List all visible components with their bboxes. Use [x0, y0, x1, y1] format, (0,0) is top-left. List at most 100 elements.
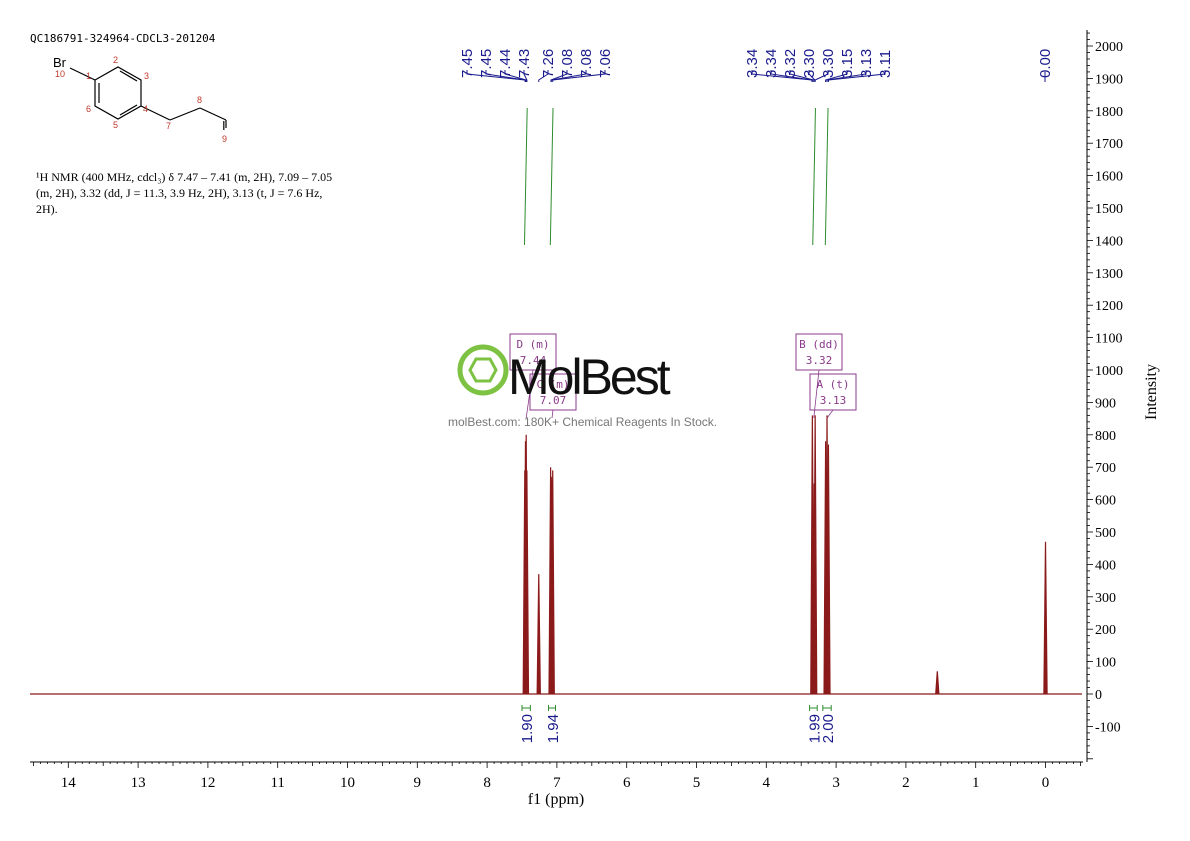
- molbest-logo-icon: [457, 344, 509, 396]
- x-tick-label: 4: [763, 775, 771, 791]
- peak-label: 3.32: [782, 49, 799, 78]
- peak-label: 3.15: [839, 49, 856, 78]
- nmr-description-line: ¹H NMR (400 MHz, cdcl₃) δ 7.47 – 7.41 (m…: [36, 170, 332, 184]
- peak-label: 3.11: [877, 50, 894, 78]
- y-tick-label: 1500: [1095, 202, 1123, 217]
- atom-number: 6: [86, 104, 91, 114]
- x-tick-label: 14: [61, 775, 77, 791]
- y-tick-label: 700: [1095, 461, 1116, 476]
- x-tick-label: 1: [972, 775, 980, 791]
- x-tick-label: 12: [200, 775, 215, 791]
- atom-br: Br: [53, 55, 67, 70]
- x-tick-label: 0: [1042, 775, 1050, 791]
- atom-i: I: [222, 118, 226, 133]
- y-tick-label: 1100: [1095, 332, 1122, 347]
- atom-number: 4: [143, 104, 148, 114]
- x-tick-label: 6: [623, 775, 631, 791]
- multiplet-label: A (t): [816, 378, 849, 391]
- y-tick-label: 1800: [1095, 105, 1123, 120]
- integral-value: 2.00: [820, 714, 837, 743]
- y-tick-label: 600: [1095, 494, 1116, 509]
- spectrum-peak: [550, 470, 555, 695]
- atom-number: 9: [222, 134, 227, 144]
- atom-number: 10: [55, 69, 65, 79]
- atom-number: 5: [113, 120, 118, 130]
- integral-curve: [523, 107, 528, 246]
- x-axis-title: f1 (ppm): [528, 791, 584, 808]
- peak-leader-line: [825, 70, 848, 82]
- multiplet-connector: [551, 409, 554, 419]
- multiplet-connector: [826, 409, 834, 419]
- y-tick-label: 0: [1095, 688, 1102, 703]
- y-tick-label: 800: [1095, 429, 1116, 444]
- y-tick-label: 900: [1095, 396, 1116, 411]
- peak-label: 7.45: [478, 49, 495, 78]
- multiplet-value: 7.07: [540, 394, 567, 407]
- x-tick-label: 9: [414, 775, 422, 791]
- peak-label: 7.45: [459, 49, 476, 78]
- spectrum-peak: [812, 415, 818, 695]
- peak-leader-line: [826, 70, 867, 82]
- nmr-description-line: (m, 2H), 3.32 (dd, J = 11.3, 3.9 Hz, 2H)…: [36, 186, 322, 200]
- peak-leader-line: [552, 70, 606, 82]
- atom-number: 2: [113, 55, 118, 65]
- peak-label: 7.44: [497, 49, 514, 78]
- multiplet-boxes: D (m) 7.44 C (m) 7.07 B (dd) 3.32 A (t) 3.13: [509, 333, 857, 419]
- atom-number: 1: [86, 71, 91, 81]
- integral-curve: [549, 107, 554, 246]
- integral-value: 1.90: [519, 714, 536, 743]
- x-tick-label: 2: [902, 775, 910, 791]
- y-tick-label: 1600: [1095, 170, 1123, 185]
- y-tick-label: 1400: [1095, 234, 1123, 249]
- peak-label: 0.00: [1037, 49, 1054, 78]
- multiplet-label: B (dd): [799, 338, 839, 351]
- y-tick-label: 200: [1095, 623, 1116, 638]
- integral-curve: [812, 107, 816, 246]
- spectrum-peak: [826, 444, 831, 695]
- peak-leader-line: [538, 70, 549, 82]
- spectrum-peak: [1043, 541, 1048, 695]
- integral-curve: [824, 107, 829, 246]
- watermark-tagline: molBest.com: 180K+ Chemical Reagents In …: [448, 415, 717, 429]
- multiplet-value: 3.13: [820, 394, 847, 407]
- atom-number: 7: [166, 121, 171, 131]
- y-tick-label: -100: [1095, 720, 1121, 735]
- peak-leader-line: [550, 70, 587, 82]
- peak-label: 3.34: [744, 49, 761, 78]
- peak-leader-line: [485, 70, 526, 82]
- y-axis: 2000190018001700160015001400130012001100…: [1086, 30, 1123, 762]
- peak-label: 7.08: [578, 49, 595, 78]
- peak-leader-line: [504, 70, 527, 82]
- y-axis-title: Intensity: [1143, 364, 1160, 420]
- integral-value: 1.94: [545, 714, 562, 743]
- watermark-brand: MolBest: [508, 349, 671, 405]
- y-tick-label: 1300: [1095, 267, 1123, 282]
- x-tick-label: 8: [483, 775, 491, 791]
- multiplet-value: 7.44: [520, 354, 547, 367]
- watermark: MolBest molBest.com: 180K+ Chemical Reag…: [448, 344, 717, 429]
- atom-number: 3: [144, 71, 149, 81]
- peak-label: 7.26: [540, 49, 557, 78]
- peak-labels: 7.45 7.45 7.44 7.43 7.26 7.08 7.08 7.06 3.34 3.34…: [459, 49, 1054, 82]
- atom-number: 8: [197, 95, 202, 105]
- spectrum-peak: [524, 470, 530, 695]
- nmr-description-line: 2H).: [36, 202, 58, 216]
- y-tick-label: 1900: [1095, 72, 1123, 87]
- y-tick-label: 500: [1095, 526, 1116, 541]
- peak-leader-line: [814, 70, 829, 82]
- y-tick-label: 400: [1095, 558, 1116, 573]
- multiplet-label: D (m): [516, 338, 549, 351]
- x-tick-label: 3: [832, 775, 840, 791]
- peak-label: 3.13: [858, 49, 875, 78]
- spectrum-peak: [536, 574, 541, 695]
- x-tick-label: 13: [131, 775, 146, 791]
- peak-label: 7.43: [516, 49, 533, 78]
- sample-id: QC186791-324964-CDCL3-201204: [30, 32, 216, 45]
- peak-label: 3.34: [763, 49, 780, 78]
- integral-curves: [523, 107, 829, 246]
- y-tick-label: 1000: [1095, 364, 1123, 379]
- peak-label: 3.30: [820, 49, 837, 78]
- x-tick-label: 10: [340, 775, 355, 791]
- x-tick-label: 5: [693, 775, 701, 791]
